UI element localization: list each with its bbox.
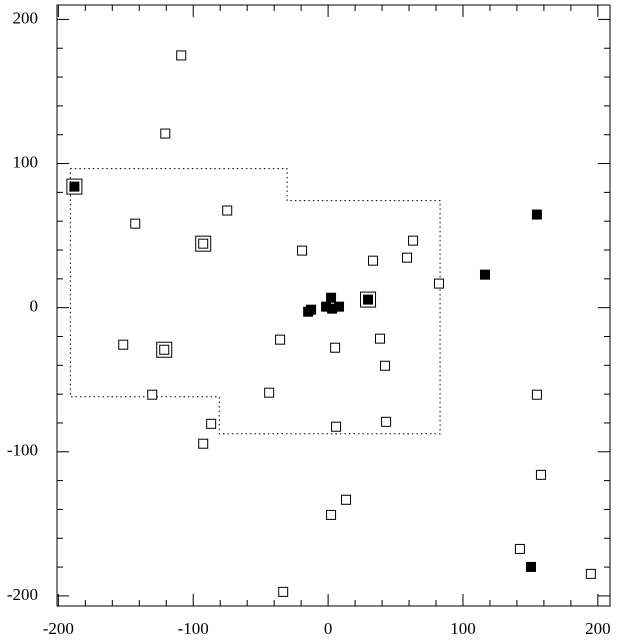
filled-marker [479,269,490,280]
open-marker [222,205,233,216]
open-marker [264,387,275,398]
open-marker [381,416,392,427]
open-marker [198,438,209,449]
open-marker [278,586,289,597]
filled-marker [69,181,80,192]
y-tick-label: -200 [7,585,38,604]
open-marker [275,334,286,345]
x-tick-label: -100 [178,619,209,638]
open-marker [531,389,542,400]
open-marker [160,128,171,139]
marker-box [195,235,212,252]
open-marker [206,418,217,429]
open-marker [331,421,342,432]
open-marker [326,509,337,520]
open-marker [341,494,352,505]
open-marker [176,50,187,61]
y-tick-label: 100 [13,152,39,171]
open-marker [118,339,129,350]
open-marker [514,543,525,554]
open-marker [535,469,546,480]
open-marker [147,389,158,400]
filled-marker [363,294,374,305]
filled-marker [306,304,317,315]
y-tick-label: -100 [7,441,38,460]
open-marker [198,238,209,249]
open-marker [130,218,141,229]
y-tick-label: 200 [13,8,39,27]
x-tick-label: 100 [450,619,476,638]
open-marker [368,255,379,266]
y-tick-label: 0 [30,297,39,316]
open-marker [585,568,596,579]
open-marker [433,278,444,289]
marker-box [360,291,377,308]
open-marker [408,235,419,246]
filled-marker [326,292,337,303]
plot-frame [56,4,611,607]
open-marker [159,344,170,355]
x-tick-label: 200 [585,619,611,638]
region-outline [69,168,441,435]
open-marker [402,252,413,263]
open-marker [380,360,391,371]
open-marker [375,333,386,344]
filled-marker [327,303,338,314]
open-marker [297,245,308,256]
marker-box [156,341,173,358]
open-marker [330,342,341,353]
x-tick-label: -200 [43,619,74,638]
x-tick-label: 0 [324,619,333,638]
filled-marker [525,561,536,572]
filled-marker [531,209,542,220]
marker-box [66,178,83,195]
